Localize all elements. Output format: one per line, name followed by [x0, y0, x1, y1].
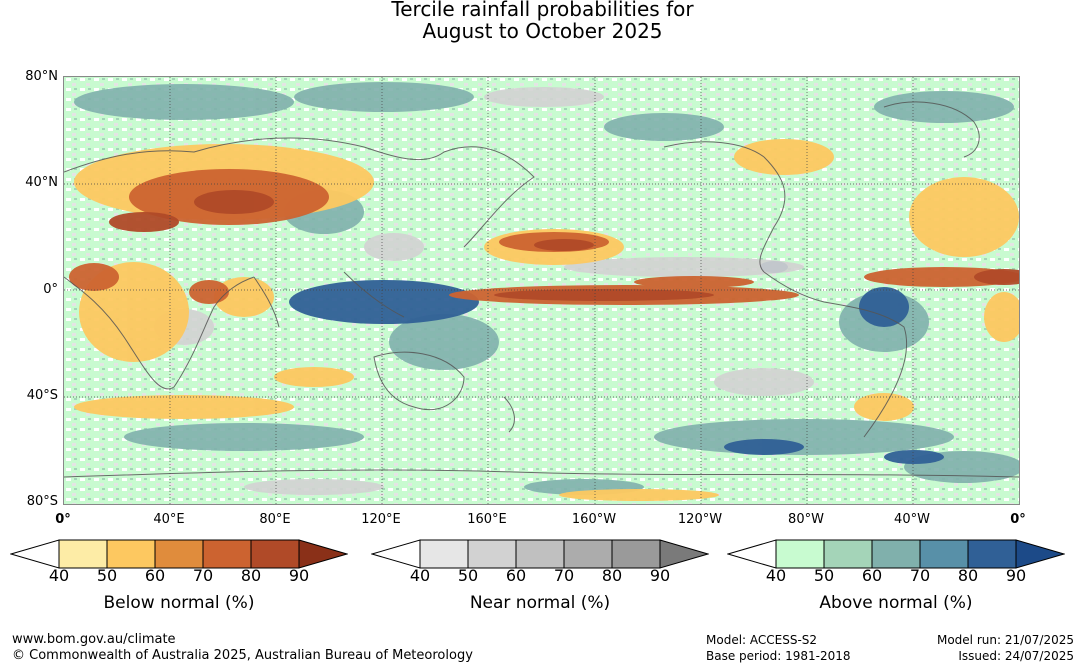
below-normal-tick-label: 90: [288, 566, 310, 585]
footer-copyright: © Commonwealth of Australia 2025, Austra…: [12, 648, 473, 663]
above-normal-strong: [289, 261, 944, 464]
rainfall-probability-map: [63, 76, 1020, 505]
above-normal-tick-label: 40: [765, 566, 787, 585]
graticule: [64, 77, 1019, 504]
below-normal-tick-label: 50: [96, 566, 118, 585]
near-normal-legend-title: Near normal (%): [469, 593, 611, 613]
above-normal-swatch-40: [775, 539, 825, 569]
lon-label-160e: 160°E: [467, 512, 507, 527]
above-normal-colorbar: [727, 539, 1065, 569]
lat-label-80n: 80°N: [25, 69, 58, 84]
below-normal-swatch-40: [58, 539, 108, 569]
above-normal-swatch-50: [823, 539, 873, 569]
below-normal-tick-label: 40: [48, 566, 70, 585]
near-normal-tick-label: 80: [601, 566, 623, 585]
near-normal-swatch-70: [563, 539, 613, 569]
map-title-line1: Tercile rainfall probabilities for: [391, 0, 694, 21]
below-normal-swatch-over-90: [298, 539, 348, 569]
above-normal-swatch-60: [871, 539, 921, 569]
lat-label-80s: 80°S: [26, 494, 58, 509]
below-normal-swatch-70: [202, 539, 252, 569]
below-normal-swatch-under-40: [10, 539, 60, 569]
above-normal-swatch-over-90: [1015, 539, 1065, 569]
below-normal-tick-label: 60: [144, 566, 166, 585]
near-normal-tick-label: 90: [649, 566, 671, 585]
lat-label-40n: 40°N: [25, 175, 58, 190]
near-normal-tick-label: 40: [409, 566, 431, 585]
below-normal-tick-label: 70: [192, 566, 214, 585]
lon-label-120w: 120°W: [677, 512, 723, 527]
lon-label-160w: 160°W: [571, 512, 617, 527]
lat-label-0: 0°: [43, 282, 58, 297]
lon-label-0: 0°: [55, 512, 71, 527]
lon-label-0-east: 0°: [1010, 512, 1026, 527]
footer-model-run: Model run: 21/07/2025: [936, 633, 1074, 647]
above-normal-swatch-80: [967, 539, 1017, 569]
near-normal-tick-label: 60: [505, 566, 527, 585]
footer-issued: Issued: 24/07/2025: [958, 649, 1074, 663]
lon-label-40e: 40°E: [153, 512, 185, 527]
map-title-line2: August to October 2025: [422, 19, 663, 43]
below-normal-legend-title: Below normal (%): [103, 593, 255, 613]
coastlines: [64, 101, 1019, 478]
near-normal-swatch-60: [515, 539, 565, 569]
below-normal-swatch-60: [154, 539, 204, 569]
below-normal-tick-label: 80: [240, 566, 262, 585]
near-normal-swatch-over-90: [659, 539, 709, 569]
lon-label-40w: 40°W: [894, 512, 930, 527]
footer-base-period: Base period: 1981-2018: [706, 649, 851, 663]
lon-label-120e: 120°E: [361, 512, 401, 527]
above-normal-tick-label: 90: [1005, 566, 1027, 585]
below-normal-swatch-50: [106, 539, 156, 569]
above-normal-tick-label: 80: [957, 566, 979, 585]
lon-label-80e: 80°E: [259, 512, 291, 527]
footer-url: www.bom.gov.au/climate: [12, 632, 176, 647]
below-normal-colorbar: [10, 539, 348, 569]
above-normal-tick-label: 70: [909, 566, 931, 585]
lat-label-40s: 40°S: [26, 388, 58, 403]
below-normal-swatch-80: [250, 539, 300, 569]
below-normal-very-strong: [109, 190, 1019, 301]
above-normal-tick-label: 60: [861, 566, 883, 585]
above-normal-tick-label: 50: [813, 566, 835, 585]
near-normal-tick-label: 50: [457, 566, 479, 585]
above-normal-swatch-70: [919, 539, 969, 569]
near-normal-tick-label: 70: [553, 566, 575, 585]
lon-label-80w: 80°W: [788, 512, 824, 527]
footer-model: Model: ACCESS-S2: [706, 633, 818, 647]
near-normal-swatch-80: [611, 539, 661, 569]
above-normal-legend-title: Above normal (%): [819, 593, 973, 613]
near-normal-swatch-under-40: [371, 539, 421, 569]
near-normal-swatch-50: [467, 539, 517, 569]
near-normal-colorbar: [371, 539, 709, 569]
near-normal-swatch-40: [419, 539, 469, 569]
above-normal-swatch-under-40: [727, 539, 777, 569]
